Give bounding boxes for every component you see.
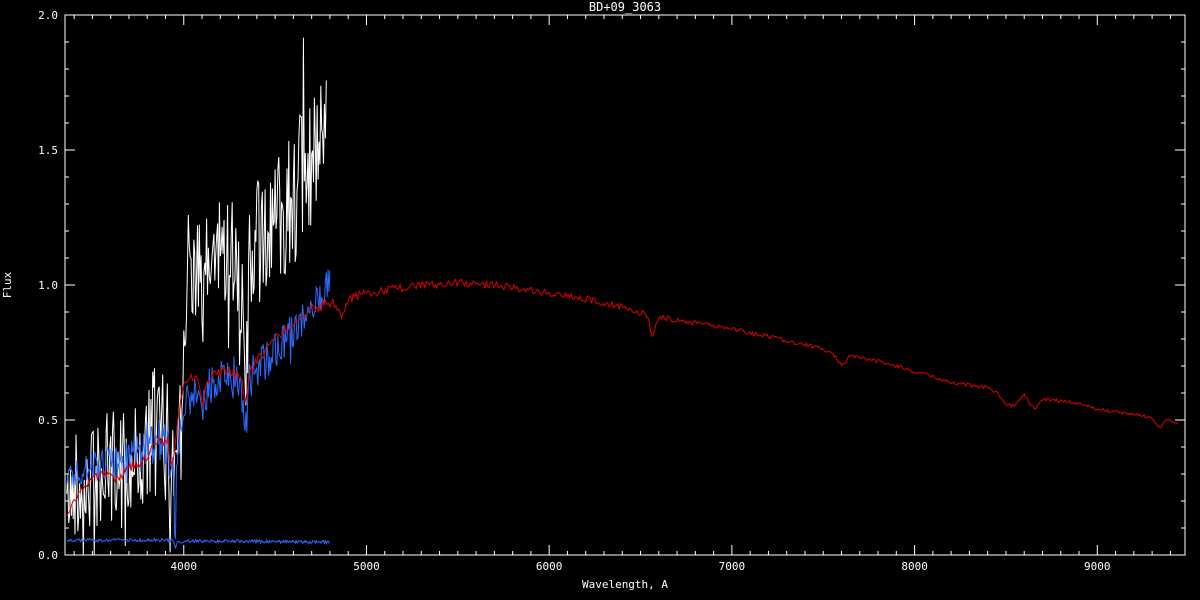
y-axis-label: Flux — [1, 271, 14, 298]
x-tick-label: 7000 — [719, 560, 746, 573]
noise-floor-spectrum-blue — [66, 537, 331, 549]
plot-title: BD+09_3063 — [589, 0, 661, 14]
y-tick-label: 0.5 — [38, 414, 58, 427]
observed-spectrum-white — [66, 37, 327, 555]
y-tick-label: 2.0 — [38, 9, 58, 22]
y-tick-label: 1.5 — [38, 144, 58, 157]
y-tick-label: 1.0 — [38, 279, 58, 292]
series-layer — [66, 37, 1178, 555]
x-tick-label: 9000 — [1084, 560, 1111, 573]
smoothed-spectrum-blue — [66, 269, 331, 539]
axes-layer: 4000 5000 6000 7000 8000 9000 0.0 0.5 1.0 1.5 2.0 — [38, 9, 1186, 573]
template-spectrum-red — [66, 278, 1178, 516]
x-tick-label: 6000 — [536, 560, 563, 573]
x-tick-label: 8000 — [901, 560, 928, 573]
x-tick-label: 5000 — [353, 560, 380, 573]
x-axis-label: Wavelength, A — [582, 578, 668, 591]
x-tick-label: 4000 — [171, 560, 198, 573]
y-tick-label: 0.0 — [38, 549, 58, 562]
